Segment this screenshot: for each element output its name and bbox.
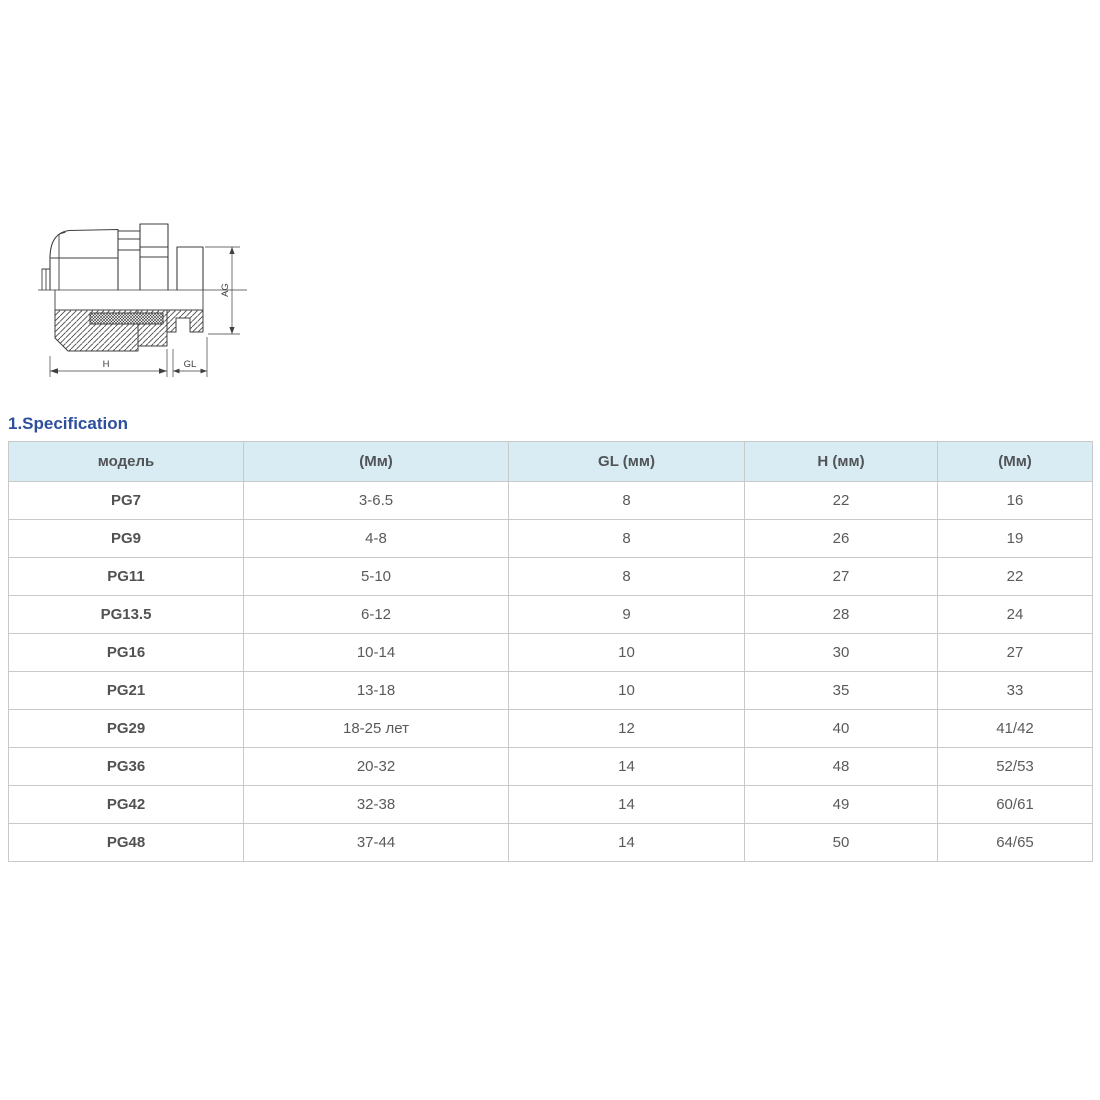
value-cell: 52/53 bbox=[937, 747, 1093, 786]
model-cell: PG9 bbox=[8, 519, 244, 558]
model-cell: PG21 bbox=[8, 671, 244, 710]
value-cell: 20-32 bbox=[243, 747, 509, 786]
column-header-h: H (мм) bbox=[744, 441, 938, 482]
value-cell: 33 bbox=[937, 671, 1093, 710]
value-cell: 49 bbox=[744, 785, 938, 824]
value-cell: 5-10 bbox=[243, 557, 509, 596]
value-cell: 10 bbox=[508, 671, 745, 710]
value-cell: 22 bbox=[744, 481, 938, 520]
gland-outline bbox=[41, 223, 204, 311]
value-cell: 64/65 bbox=[937, 823, 1093, 862]
value-cell: 10 bbox=[508, 633, 745, 672]
column-header-mm2: (Мм) bbox=[937, 441, 1093, 482]
value-cell: 35 bbox=[744, 671, 938, 710]
value-cell: 22 bbox=[937, 557, 1093, 596]
table-row: PG13.5 6-12 9 28 24 bbox=[8, 595, 1093, 634]
value-cell: 13-18 bbox=[243, 671, 509, 710]
table-row: PG48 37-44 14 50 64/65 bbox=[8, 823, 1093, 862]
table-row: PG29 18-25 лет 12 40 41/42 bbox=[8, 709, 1093, 748]
gland-section-hatched bbox=[54, 309, 204, 352]
value-cell: 12 bbox=[508, 709, 745, 748]
section-heading: 1.Specification bbox=[8, 414, 128, 433]
model-cell: PG11 bbox=[8, 557, 244, 596]
value-cell: 16 bbox=[937, 481, 1093, 520]
value-cell: 18-25 лет bbox=[243, 709, 509, 748]
table-row: PG36 20-32 14 48 52/53 bbox=[8, 747, 1093, 786]
value-cell: 27 bbox=[744, 557, 938, 596]
value-cell: 30 bbox=[744, 633, 938, 672]
value-cell: 60/61 bbox=[937, 785, 1093, 824]
value-cell: 6-12 bbox=[243, 595, 509, 634]
model-cell: PG7 bbox=[8, 481, 244, 520]
model-cell: PG42 bbox=[8, 785, 244, 824]
dimension-label-ag: AG bbox=[220, 283, 231, 297]
model-cell: PG13.5 bbox=[8, 595, 244, 634]
dimension-label-gl: GL bbox=[184, 359, 197, 370]
model-cell: PG48 bbox=[8, 823, 244, 862]
value-cell: 9 bbox=[508, 595, 745, 634]
value-cell: 8 bbox=[508, 557, 745, 596]
cable-gland-technical-drawing: H GL AG bbox=[38, 223, 247, 377]
value-cell: 41/42 bbox=[937, 709, 1093, 748]
model-cell: PG29 bbox=[8, 709, 244, 748]
column-header-gl: GL (мм) bbox=[508, 441, 745, 482]
table-row: PG7 3-6.5 8 22 16 bbox=[8, 481, 1093, 520]
specification-table: модель (Мм) GL (мм) H (мм) (Мм) PG7 3-6.5… bbox=[8, 441, 1093, 862]
value-cell: 48 bbox=[744, 747, 938, 786]
value-cell: 10-14 bbox=[243, 633, 509, 672]
dimension-label-h: H bbox=[103, 359, 110, 370]
dimension-lines bbox=[49, 246, 240, 377]
column-header-model: модель bbox=[8, 441, 244, 482]
value-cell: 4-8 bbox=[243, 519, 509, 558]
value-cell: 27 bbox=[937, 633, 1093, 672]
value-cell: 26 bbox=[744, 519, 938, 558]
value-cell: 14 bbox=[508, 823, 745, 862]
value-cell: 3-6.5 bbox=[243, 481, 509, 520]
value-cell: 28 bbox=[744, 595, 938, 634]
value-cell: 8 bbox=[508, 519, 745, 558]
table-row: PG21 13-18 10 35 33 bbox=[8, 671, 1093, 710]
table-body: PG7 3-6.5 8 22 16 PG9 4-8 8 26 19 PG11 5-10 8 27 22 PG1… bbox=[8, 481, 1093, 862]
value-cell: 19 bbox=[937, 519, 1093, 558]
table-row: PG16 10-14 10 30 27 bbox=[8, 633, 1093, 672]
column-header-mm: (Мм) bbox=[243, 441, 509, 482]
value-cell: 40 bbox=[744, 709, 938, 748]
value-cell: 32-38 bbox=[243, 785, 509, 824]
dimension-arrows bbox=[50, 247, 235, 374]
table-row: PG42 32-38 14 49 60/61 bbox=[8, 785, 1093, 824]
value-cell: 50 bbox=[744, 823, 938, 862]
table-row: PG11 5-10 8 27 22 bbox=[8, 557, 1093, 596]
model-cell: PG36 bbox=[8, 747, 244, 786]
model-cell: PG16 bbox=[8, 633, 244, 672]
value-cell: 8 bbox=[508, 481, 745, 520]
value-cell: 14 bbox=[508, 747, 745, 786]
table-row: PG9 4-8 8 26 19 bbox=[8, 519, 1093, 558]
value-cell: 37-44 bbox=[243, 823, 509, 862]
seal-insert bbox=[89, 312, 164, 325]
value-cell: 14 bbox=[508, 785, 745, 824]
table-header-row: модель (Мм) GL (мм) H (мм) (Мм) bbox=[8, 441, 1093, 482]
value-cell: 24 bbox=[937, 595, 1093, 634]
